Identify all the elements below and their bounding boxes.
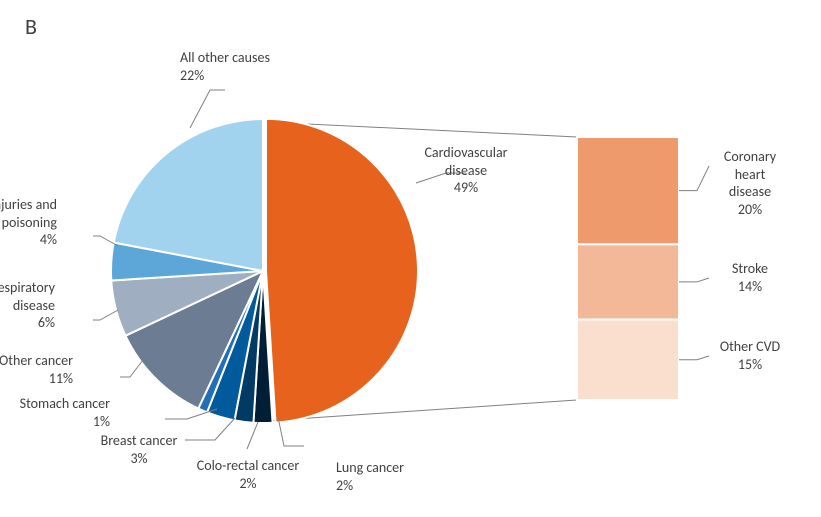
pie-chart: [111, 119, 418, 423]
slice-label-breast: Breast cancer3%: [101, 432, 178, 467]
leader-resp: [93, 310, 118, 320]
bar-name-chd: Coronary heart disease: [724, 148, 776, 200]
bar-label-chd: Coronary heart disease20%: [724, 148, 776, 218]
slice-percent-allother: 22%: [180, 67, 204, 84]
bar-percent-chd: 20%: [738, 201, 762, 218]
slice-name-resp: Respiratory disease: [0, 279, 55, 314]
slice-label-colorectal: Colo-rectal cancer2%: [197, 457, 300, 492]
slice-label-stomach: Stomach cancer1%: [20, 395, 110, 430]
bar-segment-chd: [577, 137, 679, 244]
slice-label-lung: Lung cancer2%: [336, 459, 404, 494]
slice-percent-stomach: 1%: [93, 413, 110, 430]
slice-name-breast: Breast cancer: [101, 432, 178, 449]
slice-label-cvd: Cardiovascular disease49%: [424, 144, 507, 197]
slice-name-colorectal: Colo-rectal cancer: [197, 457, 300, 474]
bar-segment-othercvd: [577, 319, 679, 400]
slice-name-allother: All other causes: [180, 49, 270, 66]
slice-name-lung: Lung cancer: [336, 459, 404, 476]
bar-label-stroke: Stroke14%: [732, 260, 768, 295]
slice-name-othercancer: Other cancer: [0, 352, 73, 369]
slice-label-resp: Respiratory disease6%: [0, 279, 55, 332]
slice-percent-othercancer: 11%: [49, 370, 73, 387]
bar-name-stroke: Stroke: [732, 260, 768, 277]
leader-othercancer: [120, 360, 143, 377]
bar-label-othercvd: Other CVD15%: [720, 338, 780, 373]
bar-leader-othercvd: [679, 356, 709, 360]
slice-percent-resp: 6%: [38, 314, 55, 331]
slice-label-allother: All other causes22%: [180, 49, 270, 84]
slice-name-cvd: Cardiovascular disease: [424, 144, 507, 179]
bar-leader-stroke: [679, 278, 709, 282]
slice-name-injuries: Injuries and poisoning: [0, 196, 57, 231]
leader-breast: [185, 418, 235, 440]
slice-percent-breast: 3%: [130, 450, 147, 467]
slice-percent-cvd: 49%: [454, 179, 478, 196]
bar-name-othercvd: Other CVD: [720, 338, 780, 355]
slice-label-othercancer: Other cancer11%: [0, 352, 73, 387]
breakout-bar: [577, 137, 709, 400]
pie-slice-cvd: [266, 119, 418, 423]
leader-allother: [190, 90, 225, 128]
bar-percent-stroke: 14%: [738, 278, 762, 295]
bar-percent-othercvd: 15%: [738, 356, 762, 373]
slice-name-stomach: Stomach cancer: [20, 395, 110, 412]
slice-percent-colorectal: 2%: [239, 475, 256, 492]
bar-segment-stroke: [577, 244, 679, 319]
slice-percent-lung: 2%: [336, 477, 353, 494]
bar-leader-chd: [679, 166, 709, 191]
slice-percent-injuries: 4%: [40, 231, 57, 248]
slice-label-injuries: Injuries and poisoning4%: [0, 196, 57, 249]
leader-colorectal: [247, 422, 258, 449]
